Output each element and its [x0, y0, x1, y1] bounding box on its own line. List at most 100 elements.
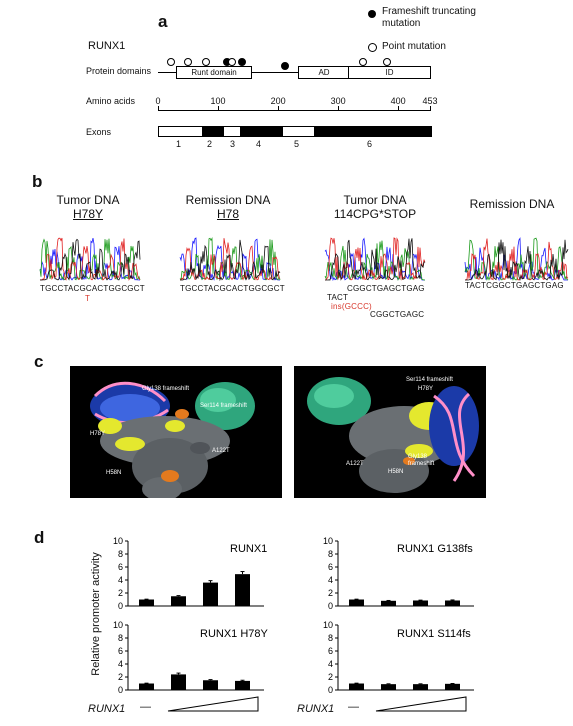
structure-image-left: Gly138 frameshift Ser114 frameshift H78Y…	[70, 366, 282, 498]
aa-tick-mark	[338, 106, 340, 111]
c-right-gly138-line2: frameshift	[408, 461, 435, 467]
bar	[139, 599, 154, 606]
trace3-seq-prefix: TACT	[327, 293, 349, 302]
point-mutation-marker	[167, 58, 175, 66]
filled-circle-icon	[368, 10, 376, 18]
trace1-title: Tumor DNA H78Y	[38, 193, 138, 221]
panel-d-letter: d	[34, 528, 45, 547]
chromatogram-trace	[40, 238, 141, 281]
d-xlabel-right: RUNX1	[297, 703, 335, 715]
y-tick-label: 6	[328, 646, 333, 656]
chart-title: RUNX1 H78Y	[200, 628, 269, 640]
protein-backbone	[158, 72, 430, 73]
trace4-sequence: TACTCGGCTGAGCTGAG	[465, 281, 564, 290]
chromatogram-3	[324, 237, 426, 282]
bar	[235, 574, 250, 606]
bar	[203, 680, 218, 690]
y-tick-label: 2	[328, 588, 333, 598]
point-mutation-marker	[359, 58, 368, 66]
panel-c-letter: c	[34, 352, 44, 371]
c-left-ser114-label: Ser114 frameshift	[200, 403, 247, 409]
trace2-title: Remission DNA H78	[178, 193, 278, 221]
trace2-title-line1: Remission DNA	[185, 193, 271, 207]
aa-axis-line	[158, 110, 430, 111]
trace1-sequence: TGCCTACGCACTGGCGCT	[40, 284, 145, 293]
exon-label-5: 5	[294, 139, 300, 149]
runt-domain-box: Runt domain	[176, 66, 252, 79]
chromatogram-trace	[465, 239, 569, 281]
d-dose-wedge-right	[375, 696, 467, 712]
trace1-title-line2: H78Y	[72, 207, 104, 221]
gene-title: RUNX1	[88, 40, 126, 52]
structure-right-render	[307, 377, 479, 493]
aa-tick-mark	[218, 106, 220, 111]
exon-label-4: 4	[256, 139, 262, 149]
c-left-gly138-label: Gly138 frameshift	[142, 386, 190, 392]
d-dose-none-right: —	[348, 701, 359, 713]
point-mutation-marker	[228, 58, 237, 66]
bar	[381, 684, 396, 690]
chromatogram-1	[39, 237, 141, 281]
frameshift-mutation-marker	[281, 62, 290, 70]
y-tick-label: 0	[328, 601, 333, 611]
chart-title: RUNX1	[230, 543, 267, 555]
y-tick-label: 0	[118, 601, 123, 611]
bar	[171, 674, 186, 690]
trace2-sequence: TGCCTACGCACTGGCGCT	[180, 284, 285, 293]
aa-tick-label: 200	[270, 96, 286, 106]
y-tick-label: 2	[118, 672, 123, 682]
y-tick-label: 4	[328, 659, 333, 669]
bar	[381, 600, 396, 606]
aa-tick-mark	[158, 106, 159, 111]
y-tick-label: 0	[328, 685, 333, 695]
chart-title: RUNX1 S114fs	[397, 628, 471, 640]
runt-domain-label: Runt domain	[191, 68, 237, 77]
bar	[171, 596, 186, 606]
exon-label-3: 3	[230, 139, 236, 149]
id-domain-box: ID	[348, 66, 431, 79]
c-right-gly138-line1: Gly138	[408, 454, 428, 460]
aa-tick-label: 0	[155, 96, 161, 106]
aa-tick-label: 100	[210, 96, 226, 106]
point-mutation-marker	[383, 58, 392, 66]
y-tick-label: 6	[118, 646, 123, 656]
y-tick-label: 4	[118, 659, 123, 669]
bar	[413, 684, 428, 690]
chromatogram-trace	[325, 238, 426, 281]
y-tick-label: 10	[113, 536, 123, 546]
y-tick-label: 8	[118, 633, 123, 643]
point-mutation-marker	[201, 58, 210, 66]
trace3-title: Tumor DNA 114CPG*STOP	[320, 193, 430, 221]
legend-frameshift-label: Frameshift truncating mutation	[382, 6, 476, 29]
y-tick-label: 2	[118, 588, 123, 598]
c-right-ser114-label: Ser114 frameshift	[406, 377, 453, 383]
trace1-title-line1: Tumor DNA	[56, 193, 120, 207]
trace2-title-line2: H78	[216, 207, 239, 221]
y-tick-label: 4	[328, 575, 333, 585]
aa-tick-label: 300	[330, 96, 346, 106]
y-tick-label: 4	[118, 575, 123, 585]
chromatogram-trace	[180, 239, 281, 282]
chromatogram-2	[179, 237, 281, 282]
exon-label-6: 6	[367, 139, 373, 149]
structure-left-render	[90, 381, 255, 498]
aa-tick-mark	[278, 106, 280, 111]
chart-title: RUNX1 G138fs	[397, 543, 473, 555]
exon-4-block	[240, 126, 283, 137]
y-tick-label: 8	[328, 549, 333, 559]
bar	[445, 683, 460, 690]
trace3-insertion: ins(GCCC)	[331, 302, 372, 311]
row-label-domains: Protein domains	[86, 66, 152, 76]
ad-domain-label: AD	[318, 68, 330, 77]
bar	[349, 599, 364, 606]
trace3-seq-suffix: CGGCTGAGC	[370, 310, 425, 319]
aa-tick-mark	[430, 106, 431, 111]
c-left-h58n-label: H58N	[106, 470, 122, 476]
c-left-a122t-label: A122T	[212, 448, 230, 454]
exon-bar	[158, 126, 432, 137]
bar	[235, 680, 250, 690]
d-xlabel-left: RUNX1	[88, 703, 126, 715]
exon-2-block	[202, 126, 224, 137]
bar	[445, 600, 460, 606]
